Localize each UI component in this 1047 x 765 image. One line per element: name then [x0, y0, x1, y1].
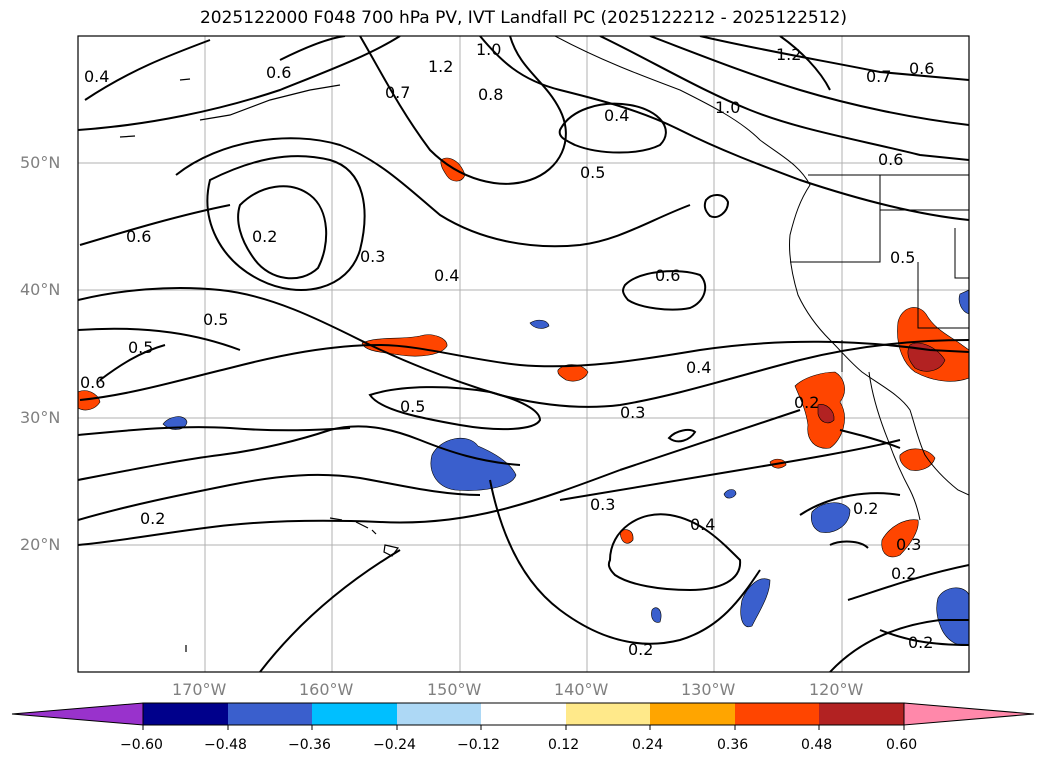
- contour-label: 0.7: [385, 83, 410, 102]
- colorbar-tick-label: 0.24: [632, 737, 664, 753]
- contour-label: 1.0: [476, 40, 501, 59]
- contour-label: 1.2: [776, 45, 801, 64]
- contour-label: 0.2: [853, 499, 878, 518]
- lon-label: 160°W: [299, 680, 354, 699]
- lat-label: 50°N: [20, 153, 61, 172]
- contour-label: 0.5: [400, 397, 425, 416]
- contour-label: 0.4: [604, 106, 629, 125]
- lon-label: 170°W: [172, 680, 227, 699]
- colorbar-tick-label: 0.60: [886, 737, 918, 753]
- contour-label: 0.7: [866, 67, 891, 86]
- contour-label: 1.2: [428, 57, 453, 76]
- contour-label: 0.2: [628, 640, 653, 659]
- colorbar-tick-label: 0.36: [717, 737, 749, 753]
- contour-label: 0.5: [890, 248, 915, 267]
- contour-label: 0.5: [203, 310, 228, 329]
- contour-label: 1.0: [715, 98, 740, 117]
- contour-label: 0.2: [140, 509, 165, 528]
- contour-label: 0.3: [896, 535, 921, 554]
- colorbar-swatch: [397, 703, 481, 725]
- contour-label: 0.6: [655, 266, 680, 285]
- plot-frame: [77, 35, 970, 673]
- colorbar-tick-label: −0.48: [204, 737, 247, 753]
- contour-label: 0.3: [590, 495, 615, 514]
- colorbar-swatch: [650, 703, 735, 725]
- lat-label: 30°N: [20, 408, 61, 427]
- lat-label: 20°N: [20, 535, 61, 554]
- lon-label: 120°W: [809, 680, 864, 699]
- contour-label: 0.5: [580, 163, 605, 182]
- colorbar-swatch: [819, 703, 904, 725]
- pv-contours: [78, 36, 969, 672]
- colorbar-tick-label: −0.36: [288, 737, 331, 753]
- islands: [119, 78, 400, 652]
- colorbar-swatch: [735, 703, 819, 725]
- lon-label: 150°W: [427, 680, 482, 699]
- contour-labels: 0.4 0.6 0.7 1.0 1.2 0.8 0.4 1.2 0.7 0.6 …: [80, 40, 934, 659]
- coastlines: [554, 36, 969, 521]
- colorbar-swatch: [228, 703, 312, 725]
- colorbar-swatch: [481, 703, 566, 725]
- contour-label: 0.5: [128, 338, 153, 357]
- contour-label: 0.2: [794, 393, 819, 412]
- contour-label: 0.8: [478, 85, 503, 104]
- lat-label: 40°N: [20, 280, 61, 299]
- contour-label: 0.6: [80, 373, 105, 392]
- colorbar-swatch: [566, 703, 650, 725]
- colorbar-extend-right: [903, 702, 1035, 726]
- colorbar-extend-left: [11, 702, 144, 726]
- lon-label: 140°W: [554, 680, 609, 699]
- map-title: 2025122000 F048 700 hPa PV, IVT Landfall…: [199, 8, 847, 28]
- contour-label: 0.3: [620, 403, 645, 422]
- colorbar-swatch: [312, 703, 397, 725]
- shaded-regions: [78, 157, 969, 646]
- contour-label: 0.4: [686, 358, 711, 377]
- colorbar-tick-label: 0.48: [801, 737, 833, 753]
- colorbar-tick-label: 0.12: [548, 737, 580, 753]
- colorbar-tick-label: −0.24: [373, 737, 416, 753]
- contour-label: 0.4: [434, 266, 459, 285]
- colorbar-tick-label: −0.60: [120, 737, 163, 753]
- colorbar-swatch: [143, 703, 228, 725]
- colorbar: [11, 702, 1035, 730]
- contour-label: 0.6: [126, 227, 151, 246]
- contour-label: 0.4: [690, 515, 715, 534]
- colorbar-tick-label: −0.12: [457, 737, 500, 753]
- contour-label: 0.6: [909, 59, 934, 78]
- contour-label: 0.2: [908, 633, 933, 652]
- contour-label: 0.2: [891, 564, 916, 583]
- contour-label: 0.2: [252, 227, 277, 246]
- contour-label: 0.3: [360, 247, 385, 266]
- negative-region-small: [162, 416, 188, 430]
- contour-label: 0.6: [266, 63, 291, 82]
- gridlines: [78, 36, 969, 672]
- contour-label: 0.6: [878, 150, 903, 169]
- lon-label: 130°W: [681, 680, 736, 699]
- contour-label: 0.4: [84, 67, 109, 86]
